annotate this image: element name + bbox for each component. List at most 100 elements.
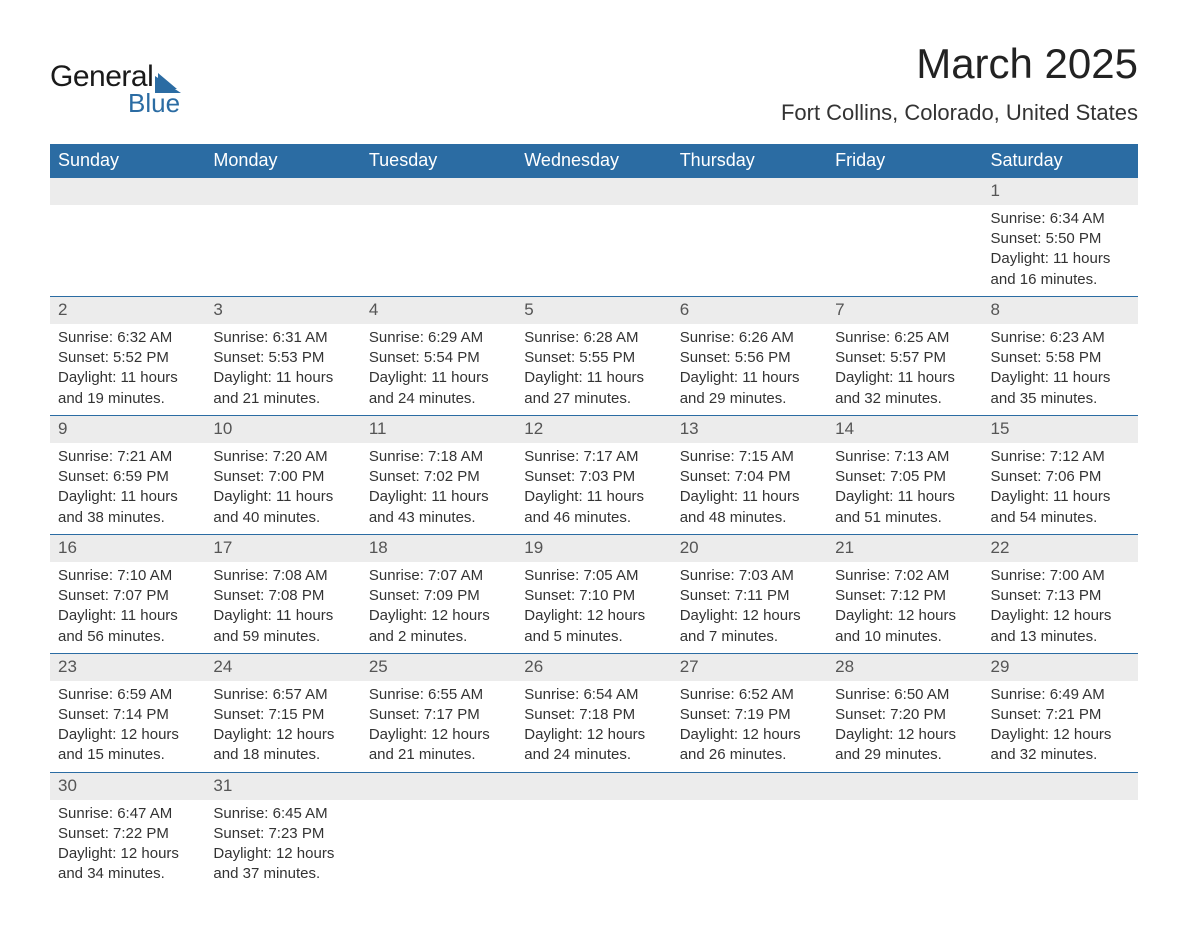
day-number-cell: 24 xyxy=(205,653,360,680)
daylight-text: Daylight: 11 hours and 54 minutes. xyxy=(991,487,1130,528)
day-detail-cell xyxy=(361,800,516,891)
daylight-text: Daylight: 11 hours and 38 minutes. xyxy=(58,487,197,528)
day-detail-cell: Sunrise: 6:57 AMSunset: 7:15 PMDaylight:… xyxy=(205,681,360,773)
calendar-daynum-row: 23242526272829 xyxy=(50,653,1138,680)
day-detail-cell xyxy=(205,205,360,297)
daylight-text: Daylight: 11 hours and 56 minutes. xyxy=(58,606,197,647)
daylight-text: Daylight: 11 hours and 16 minutes. xyxy=(991,249,1130,290)
sunset-text: Sunset: 7:22 PM xyxy=(58,824,197,844)
calendar-table: SundayMondayTuesdayWednesdayThursdayFrid… xyxy=(50,144,1138,891)
weekday-header: Sunday xyxy=(50,144,205,178)
day-number-cell xyxy=(672,772,827,799)
daylight-text: Daylight: 12 hours and 34 minutes. xyxy=(58,844,197,885)
weekday-header-row: SundayMondayTuesdayWednesdayThursdayFrid… xyxy=(50,144,1138,178)
day-number-cell: 2 xyxy=(50,296,205,323)
day-number-cell: 27 xyxy=(672,653,827,680)
sunset-text: Sunset: 7:08 PM xyxy=(213,586,352,606)
sunset-text: Sunset: 5:55 PM xyxy=(524,348,663,368)
daylight-text: Daylight: 11 hours and 43 minutes. xyxy=(369,487,508,528)
daylight-text: Daylight: 11 hours and 21 minutes. xyxy=(213,368,352,409)
day-detail-cell: Sunrise: 6:52 AMSunset: 7:19 PMDaylight:… xyxy=(672,681,827,773)
day-number-cell: 21 xyxy=(827,534,982,561)
daylight-text: Daylight: 11 hours and 35 minutes. xyxy=(991,368,1130,409)
sunrise-text: Sunrise: 6:49 AM xyxy=(991,685,1130,705)
day-number-cell: 12 xyxy=(516,415,671,442)
day-detail-cell: Sunrise: 7:15 AMSunset: 7:04 PMDaylight:… xyxy=(672,443,827,535)
weekday-header: Wednesday xyxy=(516,144,671,178)
sunset-text: Sunset: 6:59 PM xyxy=(58,467,197,487)
day-detail-cell: Sunrise: 7:07 AMSunset: 7:09 PMDaylight:… xyxy=(361,562,516,654)
sunset-text: Sunset: 5:57 PM xyxy=(835,348,974,368)
daylight-text: Daylight: 12 hours and 29 minutes. xyxy=(835,725,974,766)
day-detail-cell: Sunrise: 6:31 AMSunset: 5:53 PMDaylight:… xyxy=(205,324,360,416)
sunset-text: Sunset: 7:07 PM xyxy=(58,586,197,606)
day-detail-cell: Sunrise: 6:23 AMSunset: 5:58 PMDaylight:… xyxy=(983,324,1138,416)
day-detail-cell: Sunrise: 6:29 AMSunset: 5:54 PMDaylight:… xyxy=(361,324,516,416)
day-number-cell xyxy=(672,178,827,205)
sunrise-text: Sunrise: 6:31 AM xyxy=(213,328,352,348)
day-detail-cell: Sunrise: 7:03 AMSunset: 7:11 PMDaylight:… xyxy=(672,562,827,654)
sunset-text: Sunset: 7:13 PM xyxy=(991,586,1130,606)
sunset-text: Sunset: 7:21 PM xyxy=(991,705,1130,725)
day-detail-cell: Sunrise: 6:32 AMSunset: 5:52 PMDaylight:… xyxy=(50,324,205,416)
day-number-cell: 13 xyxy=(672,415,827,442)
weekday-header: Friday xyxy=(827,144,982,178)
day-number-cell: 6 xyxy=(672,296,827,323)
sunset-text: Sunset: 7:19 PM xyxy=(680,705,819,725)
sunset-text: Sunset: 7:05 PM xyxy=(835,467,974,487)
sunset-text: Sunset: 5:56 PM xyxy=(680,348,819,368)
daylight-text: Daylight: 12 hours and 26 minutes. xyxy=(680,725,819,766)
weekday-header: Monday xyxy=(205,144,360,178)
day-number-cell xyxy=(983,772,1138,799)
sunrise-text: Sunrise: 7:10 AM xyxy=(58,566,197,586)
day-detail-cell: Sunrise: 6:50 AMSunset: 7:20 PMDaylight:… xyxy=(827,681,982,773)
day-number-cell: 7 xyxy=(827,296,982,323)
daylight-text: Daylight: 12 hours and 15 minutes. xyxy=(58,725,197,766)
logo-text-sub: Blue xyxy=(128,88,181,119)
daylight-text: Daylight: 12 hours and 5 minutes. xyxy=(524,606,663,647)
daylight-text: Daylight: 12 hours and 37 minutes. xyxy=(213,844,352,885)
day-number-cell: 9 xyxy=(50,415,205,442)
calendar-detail-row: Sunrise: 6:47 AMSunset: 7:22 PMDaylight:… xyxy=(50,800,1138,891)
daylight-text: Daylight: 12 hours and 21 minutes. xyxy=(369,725,508,766)
day-detail-cell xyxy=(827,800,982,891)
sunset-text: Sunset: 7:03 PM xyxy=(524,467,663,487)
sunrise-text: Sunrise: 6:50 AM xyxy=(835,685,974,705)
calendar-daynum-row: 2345678 xyxy=(50,296,1138,323)
day-number-cell: 18 xyxy=(361,534,516,561)
sunset-text: Sunset: 5:53 PM xyxy=(213,348,352,368)
day-detail-cell: Sunrise: 6:45 AMSunset: 7:23 PMDaylight:… xyxy=(205,800,360,891)
day-number-cell xyxy=(361,772,516,799)
sunset-text: Sunset: 7:00 PM xyxy=(213,467,352,487)
day-number-cell: 17 xyxy=(205,534,360,561)
sunrise-text: Sunrise: 6:26 AM xyxy=(680,328,819,348)
calendar-detail-row: Sunrise: 6:59 AMSunset: 7:14 PMDaylight:… xyxy=(50,681,1138,773)
sunrise-text: Sunrise: 7:02 AM xyxy=(835,566,974,586)
sunrise-text: Sunrise: 7:12 AM xyxy=(991,447,1130,467)
sunrise-text: Sunrise: 6:59 AM xyxy=(58,685,197,705)
day-number-cell: 1 xyxy=(983,178,1138,205)
sunrise-text: Sunrise: 6:45 AM xyxy=(213,804,352,824)
day-number-cell xyxy=(516,178,671,205)
day-detail-cell: Sunrise: 6:49 AMSunset: 7:21 PMDaylight:… xyxy=(983,681,1138,773)
daylight-text: Daylight: 11 hours and 59 minutes. xyxy=(213,606,352,647)
day-detail-cell: Sunrise: 6:28 AMSunset: 5:55 PMDaylight:… xyxy=(516,324,671,416)
day-number-cell: 19 xyxy=(516,534,671,561)
day-detail-cell: Sunrise: 7:08 AMSunset: 7:08 PMDaylight:… xyxy=(205,562,360,654)
day-detail-cell: Sunrise: 7:02 AMSunset: 7:12 PMDaylight:… xyxy=(827,562,982,654)
sunrise-text: Sunrise: 7:05 AM xyxy=(524,566,663,586)
day-number-cell: 10 xyxy=(205,415,360,442)
daylight-text: Daylight: 12 hours and 18 minutes. xyxy=(213,725,352,766)
calendar-detail-row: Sunrise: 7:10 AMSunset: 7:07 PMDaylight:… xyxy=(50,562,1138,654)
day-number-cell xyxy=(827,772,982,799)
weekday-header: Saturday xyxy=(983,144,1138,178)
day-detail-cell: Sunrise: 6:55 AMSunset: 7:17 PMDaylight:… xyxy=(361,681,516,773)
daylight-text: Daylight: 11 hours and 46 minutes. xyxy=(524,487,663,528)
day-detail-cell: Sunrise: 7:05 AMSunset: 7:10 PMDaylight:… xyxy=(516,562,671,654)
day-detail-cell: Sunrise: 7:21 AMSunset: 6:59 PMDaylight:… xyxy=(50,443,205,535)
day-number-cell xyxy=(205,178,360,205)
sunrise-text: Sunrise: 6:28 AM xyxy=(524,328,663,348)
day-detail-cell xyxy=(516,205,671,297)
sunset-text: Sunset: 5:50 PM xyxy=(991,229,1130,249)
daylight-text: Daylight: 12 hours and 7 minutes. xyxy=(680,606,819,647)
